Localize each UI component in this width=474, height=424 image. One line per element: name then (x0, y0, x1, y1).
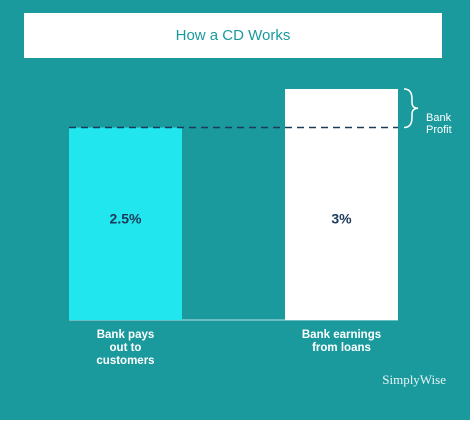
bar (69, 127, 182, 320)
category-label: Bank earnings from loans (301, 329, 382, 354)
value-label: 2.5% (110, 211, 142, 227)
bar (285, 89, 398, 320)
brand: SimplyWise (382, 372, 446, 387)
category-label: Bank pays out to customers (96, 329, 155, 367)
value-label: 3% (331, 211, 352, 227)
annotation: Bank Profit (426, 112, 452, 136)
chart-title: How a CD Works (175, 27, 291, 44)
bracket (403, 88, 419, 129)
title-box: How a CD Works (24, 13, 442, 58)
